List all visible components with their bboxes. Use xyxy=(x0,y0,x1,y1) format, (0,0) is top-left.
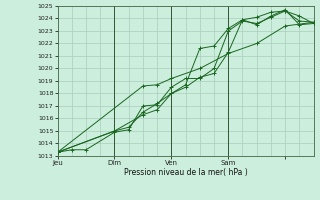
X-axis label: Pression niveau de la mer( hPa ): Pression niveau de la mer( hPa ) xyxy=(124,168,247,177)
